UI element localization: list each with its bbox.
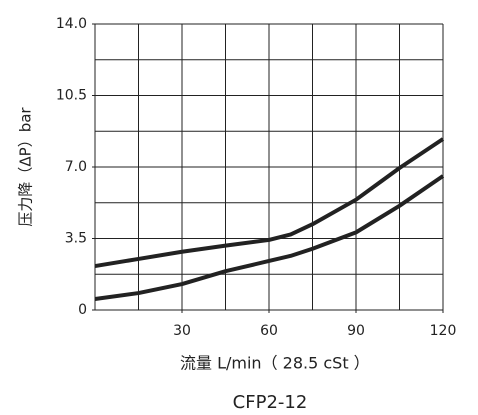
y-tick-label: 14.0: [56, 16, 87, 32]
line-series: [94, 174, 445, 301]
line-series: [94, 137, 445, 269]
x-tick-label: 90: [347, 323, 365, 339]
y-tick-label: 10.5: [56, 88, 87, 104]
y-tick-label: 0: [78, 302, 87, 318]
y-tick-label: 7.0: [65, 159, 87, 175]
x-tick-label: 120: [430, 323, 457, 339]
x-tick-label: 60: [260, 323, 278, 339]
subtitle: CFP2-12: [233, 392, 308, 413]
x-axis-label: 流量 L/min（ 28.5 cSt ）: [180, 354, 370, 373]
y-tick-label: 3.5: [65, 231, 87, 247]
x-tick-label: 30: [173, 323, 191, 339]
y-axis-label: 压力降（ΔP）bar: [17, 107, 35, 227]
